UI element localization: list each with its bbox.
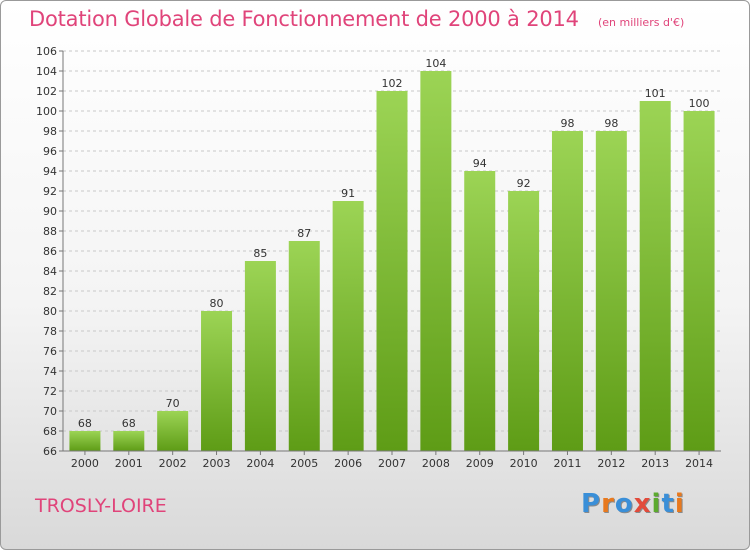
y-tick-label: 98 [43,125,57,138]
data-label-2010: 92 [517,177,531,190]
x-tick-label-2002: 2002 [159,457,187,470]
y-tick-label: 84 [43,265,57,278]
y-tick-label: 82 [43,285,57,298]
data-label-2008: 104 [425,57,446,70]
logo-letter: r [601,489,615,519]
y-tick-label: 78 [43,325,57,338]
bar-2005 [288,241,320,451]
x-tick-label-2004: 2004 [246,457,274,470]
bar-2003 [201,311,233,451]
data-label-2001: 68 [122,417,136,430]
x-tick-label-2001: 2001 [115,457,143,470]
y-tick-label: 86 [43,245,57,258]
data-label-2011: 98 [560,117,574,130]
bar-2004 [244,261,276,451]
x-tick-label-2008: 2008 [422,457,450,470]
x-tick-label-2007: 2007 [378,457,406,470]
logo-letter: t [661,489,675,519]
bar-2006 [332,201,364,451]
y-tick-label: 96 [43,145,57,158]
data-label-2005: 87 [297,227,311,240]
x-tick-label-2005: 2005 [290,457,318,470]
labels: 66 68 70 72 74 76 78 80 82 84 86 88 90 92 94 96 98 100 102… [36,45,713,470]
bar-2010 [508,191,540,451]
y-tick-label: 76 [43,345,57,358]
bar-2009 [464,171,496,451]
y-tick-label: 88 [43,225,57,238]
data-label-2003: 80 [210,297,224,310]
y-tick-label: 92 [43,185,57,198]
x-tick-label-2014: 2014 [685,457,713,470]
proxiti-logo: Proxiti [581,489,685,519]
bar-2001 [113,431,145,451]
chart-title: Dotation Globale de Fonctionnement de 20… [29,7,579,31]
axes [59,50,721,455]
bar-2012 [595,131,627,451]
x-tick-label-2006: 2006 [334,457,362,470]
logo-letter: x [633,489,652,519]
y-tick-label: 70 [43,405,57,418]
y-tick-label: 74 [43,365,57,378]
y-tick-label: 66 [43,445,57,458]
data-label-2007: 102 [382,77,403,90]
y-tick-label: 68 [43,425,57,438]
data-label-2014: 100 [689,97,710,110]
logo-letter: o [614,489,634,519]
bar-2007 [376,91,408,451]
x-tick-label-2011: 2011 [553,457,581,470]
data-label-2012: 98 [604,117,618,130]
title-row: Dotation Globale de Fonctionnement de 20… [29,7,684,31]
x-tick-label-2000: 2000 [71,457,99,470]
y-tick-label: 104 [36,65,57,78]
bar-2011 [551,131,583,451]
logo-letter: i [651,489,662,519]
commune-name: TROSLY-LOIRE [35,495,167,517]
x-tick-label-2013: 2013 [641,457,669,470]
chart-unit: (en milliers d'€) [597,16,685,29]
bars [69,71,715,451]
data-label-2006: 91 [341,187,355,200]
bar-2008 [420,71,452,451]
data-label-2002: 70 [166,397,180,410]
y-tick-label: 106 [36,45,57,58]
y-tick-label: 90 [43,205,57,218]
x-tick-label-2003: 2003 [203,457,231,470]
y-tick-label: 94 [43,165,57,178]
logo-letter: i [674,489,685,519]
y-tick-label: 72 [43,385,57,398]
bar-2014 [683,111,715,451]
y-tick-label: 100 [36,105,57,118]
bar-2002 [157,411,189,451]
data-label-2000: 68 [78,417,92,430]
data-label-2004: 85 [253,247,267,260]
y-tick-label: 102 [36,85,57,98]
bar-2013 [639,101,671,451]
y-tick-label: 80 [43,305,57,318]
logo-letter: P [581,489,602,519]
bar-2000 [69,431,101,451]
x-tick-label-2010: 2010 [510,457,538,470]
x-tick-label-2012: 2012 [597,457,625,470]
data-label-2009: 94 [473,157,487,170]
data-label-2013: 101 [645,87,666,100]
x-tick-label-2009: 2009 [466,457,494,470]
